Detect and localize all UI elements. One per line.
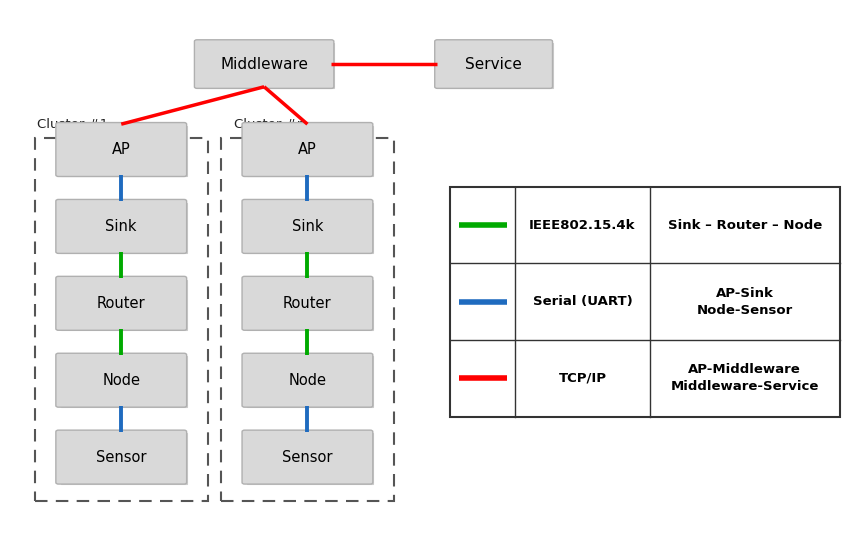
FancyBboxPatch shape xyxy=(56,430,187,484)
Text: Serial (UART): Serial (UART) xyxy=(533,295,632,308)
Text: Middleware: Middleware xyxy=(220,57,308,72)
FancyBboxPatch shape xyxy=(248,434,372,484)
Text: Cluster #1: Cluster #1 xyxy=(37,118,108,131)
FancyBboxPatch shape xyxy=(248,357,372,407)
Text: Cluster #n: Cluster #n xyxy=(234,118,305,131)
FancyBboxPatch shape xyxy=(242,123,372,176)
FancyBboxPatch shape xyxy=(61,434,187,484)
FancyBboxPatch shape xyxy=(61,203,187,254)
Text: Sink – Router – Node: Sink – Router – Node xyxy=(668,218,822,232)
FancyBboxPatch shape xyxy=(248,280,372,330)
Text: Node: Node xyxy=(102,373,140,388)
Text: AP-Middleware
Middleware-Service: AP-Middleware Middleware-Service xyxy=(670,363,819,393)
FancyBboxPatch shape xyxy=(440,43,553,88)
Text: IEEE802.15.4k: IEEE802.15.4k xyxy=(529,218,636,232)
Text: Sink: Sink xyxy=(106,219,137,234)
FancyBboxPatch shape xyxy=(242,430,372,484)
FancyBboxPatch shape xyxy=(56,354,187,407)
Text: Sensor: Sensor xyxy=(96,450,146,465)
Text: AP: AP xyxy=(298,142,317,157)
FancyBboxPatch shape xyxy=(56,277,187,330)
Bar xyxy=(221,138,394,501)
Text: Service: Service xyxy=(465,57,522,72)
Text: TCP/IP: TCP/IP xyxy=(559,372,606,385)
FancyBboxPatch shape xyxy=(435,40,553,88)
FancyBboxPatch shape xyxy=(61,280,187,330)
FancyBboxPatch shape xyxy=(242,277,372,330)
FancyBboxPatch shape xyxy=(56,123,187,176)
FancyBboxPatch shape xyxy=(199,43,333,88)
FancyBboxPatch shape xyxy=(61,126,187,176)
Text: Sensor: Sensor xyxy=(282,450,333,465)
Bar xyxy=(35,138,208,501)
FancyBboxPatch shape xyxy=(61,357,187,407)
Text: Sink: Sink xyxy=(292,219,323,234)
Text: Router: Router xyxy=(97,296,145,311)
FancyBboxPatch shape xyxy=(242,200,372,254)
FancyBboxPatch shape xyxy=(248,203,372,254)
Text: Router: Router xyxy=(283,296,332,311)
Text: Node: Node xyxy=(288,373,326,388)
FancyBboxPatch shape xyxy=(194,40,333,88)
Bar xyxy=(450,187,840,417)
Text: AP-Sink
Node-Sensor: AP-Sink Node-Sensor xyxy=(696,287,793,317)
FancyBboxPatch shape xyxy=(242,354,372,407)
Text: AP: AP xyxy=(112,142,131,157)
FancyBboxPatch shape xyxy=(248,126,372,176)
FancyBboxPatch shape xyxy=(56,200,187,254)
